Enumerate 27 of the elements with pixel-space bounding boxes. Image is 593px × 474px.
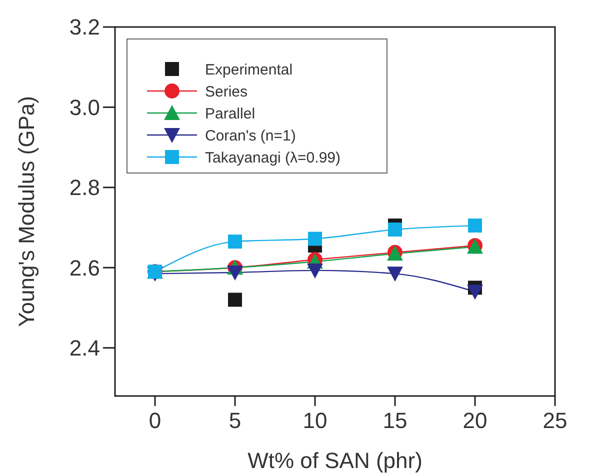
point bbox=[308, 232, 322, 246]
legend-label: Experimental bbox=[205, 61, 293, 78]
x-tick-label: 25 bbox=[542, 408, 568, 433]
point bbox=[227, 265, 243, 280]
x-tick-label: 5 bbox=[228, 408, 242, 433]
y-tick-label: 3.0 bbox=[69, 94, 100, 120]
point bbox=[228, 234, 242, 249]
legend-label: Series bbox=[205, 83, 248, 100]
y-tick-label: 3.2 bbox=[69, 14, 100, 40]
x-tick-label: 10 bbox=[302, 408, 328, 433]
point bbox=[307, 263, 323, 278]
y-tick-label: 2.4 bbox=[69, 336, 100, 361]
legend-label: Takayanagi (λ=0.99) bbox=[205, 149, 341, 166]
point bbox=[468, 218, 482, 233]
y-axis-title: Young's Modulus (GPa) bbox=[14, 96, 39, 327]
x-axis-title: Wt% of SAN (phr) bbox=[248, 448, 422, 473]
point bbox=[388, 222, 402, 237]
y-tick-label: 2.6 bbox=[69, 255, 100, 280]
x-tick-label: 15 bbox=[382, 408, 408, 433]
legend-label: Coran's (n=1) bbox=[205, 127, 296, 144]
x-tick-label: 20 bbox=[462, 408, 488, 433]
legend-label: Parallel bbox=[205, 105, 256, 122]
x-tick-label: 0 bbox=[148, 408, 162, 433]
point bbox=[228, 292, 242, 307]
y-tick-label: 2.8 bbox=[69, 175, 100, 200]
point bbox=[387, 266, 403, 282]
point bbox=[467, 284, 483, 300]
